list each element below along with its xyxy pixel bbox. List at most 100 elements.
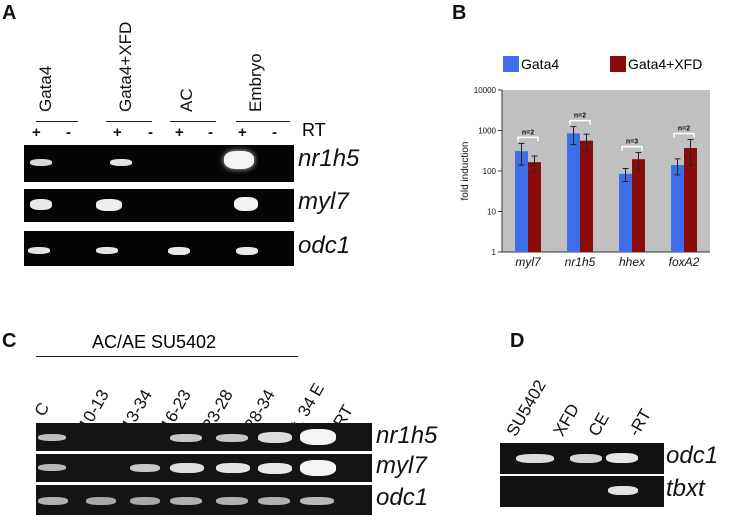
gene-label-c-myl7: myl7 bbox=[376, 452, 427, 479]
rt-sign: + bbox=[32, 124, 41, 141]
gel-band bbox=[216, 434, 248, 442]
gel-band bbox=[38, 434, 66, 441]
panel-c-header-line bbox=[36, 356, 298, 357]
bar-gata4-xfd bbox=[528, 162, 541, 252]
gene-label-d-odc1: odc1 bbox=[666, 442, 719, 469]
gel-band bbox=[38, 497, 68, 505]
panel-b-letter: B bbox=[452, 2, 467, 24]
lane-underline bbox=[36, 121, 78, 122]
gel-band bbox=[606, 453, 638, 463]
lane-label-c: C bbox=[30, 399, 54, 420]
gel-band bbox=[86, 497, 116, 505]
gel-d-odc1 bbox=[500, 443, 664, 474]
legend-swatch-xfd bbox=[610, 56, 626, 72]
gel-band bbox=[28, 247, 50, 254]
lane-label-ce: CE bbox=[584, 409, 613, 440]
rt-sign: - bbox=[208, 124, 213, 141]
gel-band bbox=[168, 247, 190, 255]
y-tick-label: 100 bbox=[483, 167, 497, 176]
gel-band bbox=[38, 464, 66, 471]
n-annotation: n=2 bbox=[678, 125, 690, 132]
gel-band bbox=[608, 486, 638, 495]
rt-sign: + bbox=[175, 124, 184, 141]
lane-underline bbox=[106, 121, 152, 122]
gel-band bbox=[110, 159, 132, 166]
gel-c-nr1h5 bbox=[36, 423, 372, 451]
gel-band bbox=[236, 247, 258, 255]
x-tick-label: myl7 bbox=[515, 255, 542, 269]
gel-band bbox=[570, 454, 602, 463]
y-axis-label: fold induction bbox=[460, 142, 471, 201]
rt-sign: + bbox=[238, 124, 247, 141]
gene-label-c-odc1: odc1 bbox=[376, 484, 429, 511]
lane-label-embryo: Embryo bbox=[246, 53, 265, 112]
n-annotation: n=2 bbox=[574, 113, 586, 120]
gel-d-tbxt bbox=[500, 476, 664, 507]
gel-nr1h5 bbox=[24, 145, 294, 182]
lane-label-d-minus-rt: -RT bbox=[624, 405, 656, 440]
y-tick-label: 10 bbox=[487, 208, 496, 217]
lane-underline bbox=[170, 121, 216, 122]
gel-band bbox=[130, 464, 160, 472]
n-annotation: n=3 bbox=[626, 139, 638, 146]
rt-sign: - bbox=[66, 124, 71, 141]
lane-label-gata4-xfd: Gata4+XFD bbox=[116, 21, 135, 112]
gene-label-myl7: myl7 bbox=[298, 188, 349, 215]
n-annotation: n=2 bbox=[522, 129, 534, 136]
bar-gata4 bbox=[515, 151, 528, 252]
gel-band bbox=[258, 432, 292, 443]
significance-bracket bbox=[517, 136, 539, 142]
gel-band bbox=[30, 199, 52, 210]
panel-c-letter: C bbox=[2, 330, 17, 352]
gel-band bbox=[96, 199, 122, 211]
bar-gata4 bbox=[671, 165, 684, 252]
gel-band bbox=[258, 463, 292, 474]
fold-induction-chart: 1 10 100 1000 10000 fold induction n=2 myl7 n=2 n… bbox=[460, 86, 710, 269]
legend-label-gata4: Gata4 bbox=[521, 56, 560, 72]
significance-bracket bbox=[621, 145, 643, 151]
gel-band bbox=[130, 497, 160, 505]
gel-c-odc1 bbox=[36, 485, 372, 515]
x-tick-label: foxA2 bbox=[669, 255, 700, 269]
x-tick-label: hhex bbox=[619, 255, 646, 269]
gel-band bbox=[300, 497, 334, 505]
gel-myl7 bbox=[24, 189, 294, 222]
panel-c-header: AC/AE SU5402 bbox=[92, 332, 217, 352]
chart-layer: 1 10 100 1000 10000 fold induction n=2 myl7 n=2 n… bbox=[460, 86, 710, 269]
lane-label-ac: AC bbox=[177, 88, 196, 112]
gene-label-nr1h5: nr1h5 bbox=[298, 145, 360, 172]
lane-label-xfd: XFD bbox=[549, 400, 584, 440]
gel-odc1 bbox=[24, 231, 294, 266]
bar-gata4-xfd bbox=[632, 159, 645, 252]
gel-band bbox=[30, 159, 52, 166]
bar-gata4-xfd bbox=[684, 147, 697, 252]
gel-band bbox=[170, 463, 204, 473]
gel-band bbox=[216, 463, 250, 473]
gel-band bbox=[216, 497, 248, 505]
rt-label: RT bbox=[302, 120, 326, 140]
gel-band bbox=[96, 247, 118, 254]
gene-label-odc1: odc1 bbox=[298, 232, 351, 259]
bar-gata4-xfd bbox=[580, 140, 593, 252]
x-tick-label: nr1h5 bbox=[565, 255, 596, 269]
significance-bracket bbox=[673, 132, 695, 138]
panel-a-letter: A bbox=[2, 2, 17, 24]
gel-band bbox=[170, 434, 202, 442]
gel-band bbox=[170, 497, 202, 505]
y-tick-label: 1 bbox=[492, 248, 497, 257]
bar-gata4 bbox=[567, 133, 580, 252]
lane-label-gata4: Gata4 bbox=[36, 65, 55, 112]
lane-label-su5402: SU5402 bbox=[502, 376, 550, 440]
gel-c-myl7 bbox=[36, 454, 372, 482]
rt-sign: - bbox=[272, 124, 277, 141]
panel-d-letter: D bbox=[510, 330, 525, 352]
y-tick-label: 10000 bbox=[474, 86, 497, 95]
gel-band bbox=[516, 454, 554, 463]
legend-swatch-gata4 bbox=[503, 56, 519, 72]
lane-underline bbox=[236, 121, 290, 122]
gene-label-d-tbxt: tbxt bbox=[666, 475, 705, 502]
rt-sign: - bbox=[148, 124, 153, 141]
gel-band bbox=[258, 497, 290, 505]
gel-band bbox=[300, 460, 336, 476]
gel-band bbox=[234, 197, 258, 211]
